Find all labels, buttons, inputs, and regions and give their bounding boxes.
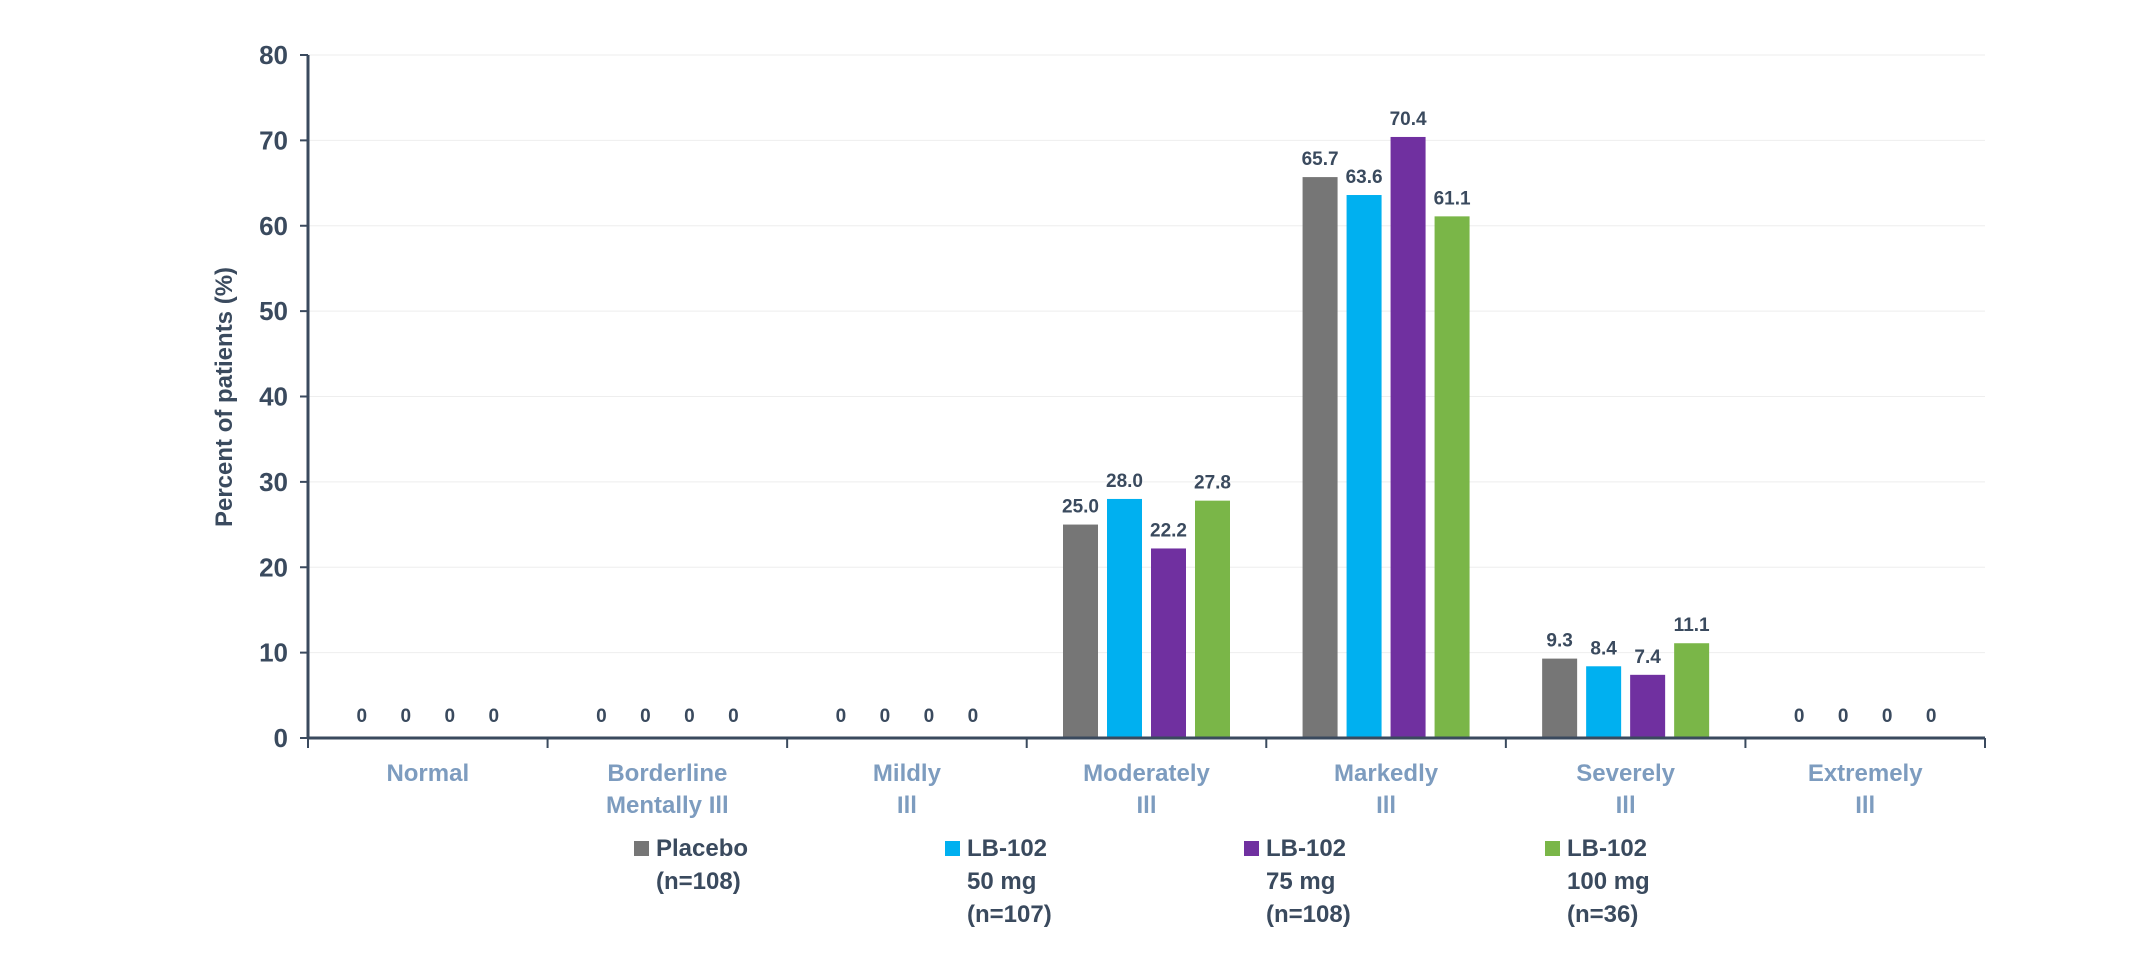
x-category-label-line: Mentally Ill [606, 792, 729, 819]
bar-series2-cat5 [1630, 674, 1666, 738]
legend-label: LB-102 75 mg (n=108) [1266, 832, 1351, 931]
data-label-series0-cat1: 0 [596, 706, 607, 727]
legend-label-line: Placebo [656, 835, 749, 862]
data-label-series2-cat0: 0 [444, 706, 455, 727]
y-tick-label-80: 80 [259, 40, 288, 70]
x-category-label-line: Ill [1616, 792, 1636, 819]
data-label-series0-cat5: 9.3 [1546, 631, 1572, 652]
legend-label-line: LB-102 [1266, 835, 1347, 862]
x-category-label-4: Markedly Ill [1334, 760, 1439, 819]
y-tick-label-0: 0 [274, 723, 288, 753]
bar-series3-cat4 [1434, 216, 1470, 738]
x-category-label-line: Extremely [1808, 760, 1923, 787]
legend-swatch [945, 841, 960, 856]
data-label-series1-cat5: 8.4 [1590, 638, 1617, 659]
data-label-series2-cat2: 0 [924, 706, 935, 727]
axes [300, 54, 1986, 748]
legend-label: Placebo (n=108) [656, 832, 748, 898]
y-tick-label-10: 10 [259, 638, 288, 668]
bar-series1-cat3 [1107, 498, 1142, 738]
y-tick-label-30: 30 [259, 467, 288, 497]
legend-label-line: LB-102 [1567, 835, 1648, 862]
bar-series1-cat4 [1346, 195, 1382, 738]
x-category-label-line: Moderately [1083, 760, 1210, 787]
x-category-label-1: Borderline Mentally Ill [606, 760, 729, 819]
legend-label-line: LB-102 [967, 835, 1048, 862]
data-label-series1-cat4: 63.6 [1346, 167, 1383, 188]
data-label-series2-cat3: 22.2 [1150, 520, 1187, 541]
data-label-series3-cat6: 0 [1926, 706, 1937, 727]
x-category-label-line: Ill [897, 792, 917, 819]
legend-label-line: 50 mg [967, 868, 1037, 895]
bar-series2-cat4 [1390, 136, 1426, 738]
x-category-label-line: Ill [1136, 792, 1156, 819]
data-label-series3-cat2: 0 [968, 706, 979, 727]
y-tick-label-50: 50 [259, 296, 288, 326]
x-category-label-6: Extremely Ill [1808, 760, 1923, 819]
x-category-label-line: Ill [1855, 792, 1875, 819]
y-tick-labels: 0 10 20 30 40 50 60 70 80 [259, 40, 288, 753]
data-label-series0-cat0: 0 [356, 706, 367, 727]
legend-label-line: (n=108) [656, 868, 741, 895]
x-category-label-5: Severely Ill [1576, 760, 1675, 819]
y-tick-label-40: 40 [259, 382, 288, 412]
y-tick-label-20: 20 [259, 552, 288, 582]
bars [1063, 136, 1710, 738]
legend-label-line: (n=108) [1266, 901, 1351, 928]
legend-label: LB-102 100 mg (n=36) [1567, 832, 1650, 931]
data-label-series1-cat0: 0 [400, 706, 411, 727]
data-label-series3-cat3: 27.8 [1194, 473, 1231, 494]
data-label-series3-cat0: 0 [488, 706, 499, 727]
bar-series3-cat3 [1195, 500, 1230, 738]
data-label-series1-cat2: 0 [880, 706, 891, 727]
data-label-series0-cat3: 25.0 [1062, 497, 1099, 518]
legend-label-line: (n=107) [967, 901, 1052, 928]
x-category-label-line: Severely [1576, 760, 1675, 787]
legend-label: LB-102 50 mg (n=107) [967, 832, 1052, 931]
y-tick-label-60: 60 [259, 211, 288, 241]
x-category-label-3: Moderately Ill [1083, 760, 1210, 819]
legend-swatch [1244, 841, 1259, 856]
data-label-series3-cat5: 11.1 [1674, 615, 1710, 636]
x-category-label-2: Mildly Ill [873, 760, 942, 819]
y-axis-title: Percent of patients (%) [211, 267, 238, 527]
bar-series0-cat4 [1302, 177, 1338, 738]
x-category-label-line: Ill [1376, 792, 1396, 819]
gridlines [308, 54, 1985, 654]
x-category-label-line: Mildly [873, 760, 942, 787]
bar-series1-cat5 [1586, 666, 1622, 738]
x-category-label-line: Markedly [1334, 760, 1439, 787]
data-label-series2-cat4: 70.4 [1390, 109, 1427, 130]
data-label-series2-cat1: 0 [684, 706, 695, 727]
data-label-series0-cat6: 0 [1794, 706, 1805, 727]
legend-swatch [634, 841, 649, 856]
bar-series0-cat5 [1542, 658, 1578, 738]
data-label-series3-cat1: 0 [728, 706, 739, 727]
y-tick-label-70: 70 [259, 125, 288, 155]
legend-label-line: (n=36) [1567, 901, 1639, 928]
legend: Placebo (n=108) LB-102 50 mg (n=107) LB-102 75… [0, 832, 2145, 952]
legend-swatch [1545, 841, 1560, 856]
data-label-series1-cat3: 28.0 [1106, 471, 1143, 492]
bar-series2-cat3 [1151, 548, 1186, 738]
x-category-label-0: Normal [386, 760, 469, 787]
data-label-series2-cat5: 7.4 [1634, 647, 1661, 668]
y-axis-title-text: Percent of patients (%) [211, 267, 238, 527]
data-labels: 0 0 0 25.0 65.7 9.3 0 0 0 0 28.0 63.6 8.4 0 0 0 0 22.2 70.… [356, 109, 1936, 727]
data-label-series3-cat4: 61.1 [1434, 188, 1471, 209]
legend-label-line: 75 mg [1266, 868, 1336, 895]
bar-series0-cat3 [1063, 524, 1098, 738]
legend-label-line: 100 mg [1567, 868, 1650, 895]
data-label-series1-cat1: 0 [640, 706, 651, 727]
data-label-series2-cat6: 0 [1882, 706, 1893, 727]
data-label-series0-cat2: 0 [836, 706, 847, 727]
x-category-label-line: Borderline [607, 760, 727, 787]
x-category-label-line: Normal [386, 760, 469, 787]
data-label-series0-cat4: 65.7 [1302, 149, 1339, 170]
data-label-series1-cat6: 0 [1838, 706, 1849, 727]
bar-series3-cat5 [1674, 643, 1710, 738]
